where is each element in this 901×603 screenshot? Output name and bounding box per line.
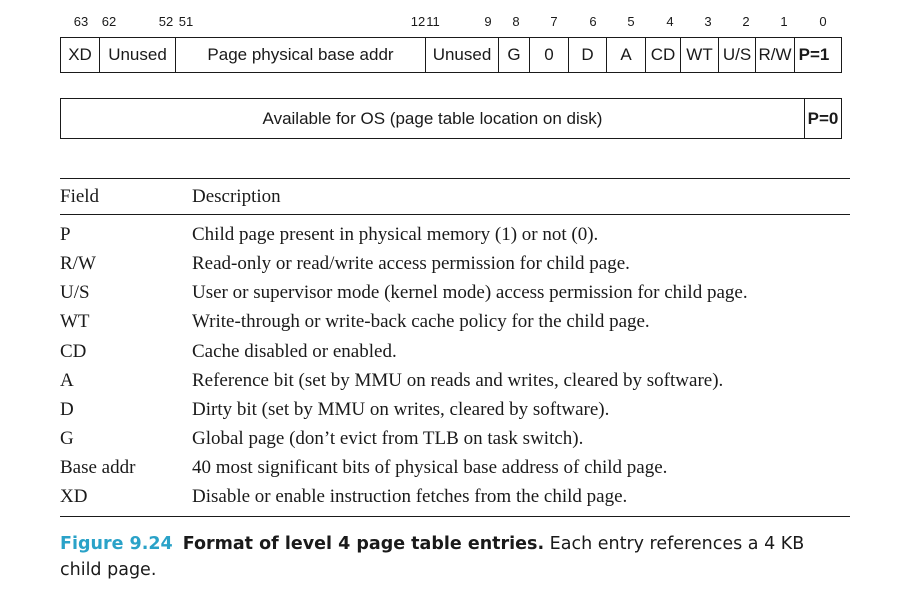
row-description: Global page (don’t evict from TLB on tas… xyxy=(192,428,584,449)
bit-label-2: 2 xyxy=(742,14,750,29)
field-us: U/S xyxy=(719,38,756,72)
bit-label-4: 4 xyxy=(666,14,674,29)
row-field: Base addr xyxy=(60,457,136,478)
bit-label-3: 3 xyxy=(704,14,712,29)
row-description: Read-only or read/write access permissio… xyxy=(192,253,630,274)
bit-label-6: 6 xyxy=(589,14,597,29)
bit-label-12: 12 xyxy=(410,14,426,29)
figure-caption-text: Each entry references a 4 KB child page. xyxy=(60,534,805,580)
bit-label-11: 11 xyxy=(426,14,440,29)
bit-label-5: 5 xyxy=(627,14,635,29)
row-description: Write-through or write-back cache policy… xyxy=(192,311,650,332)
figure-number: Figure 9.24 xyxy=(60,534,173,554)
field-a: A xyxy=(607,38,646,72)
figure-title: Format of level 4 page table entries. xyxy=(182,534,545,554)
field-rw: R/W xyxy=(756,38,795,72)
field-p0: P=0 xyxy=(807,108,839,128)
bit-label-7: 7 xyxy=(550,14,558,29)
table-bottom-rule xyxy=(60,516,850,517)
row-field: R/W xyxy=(60,253,96,274)
field-g: G xyxy=(499,38,530,72)
pte-absent-format: Available for OS (page table location on… xyxy=(60,98,842,139)
field-available-for-os: Available for OS (page table location on… xyxy=(61,99,805,138)
bit-label-0: 0 xyxy=(819,14,827,29)
row-field: G xyxy=(60,428,74,449)
row-field: U/S xyxy=(60,282,90,303)
field-cd: CD xyxy=(646,38,681,72)
bit-label-62: 62 xyxy=(101,14,117,29)
table-header-description: Description xyxy=(192,186,281,207)
field-d: D xyxy=(569,38,607,72)
row-field: A xyxy=(60,370,74,391)
field-wt: WT xyxy=(681,38,719,72)
row-description: User or supervisor mode (kernel mode) ac… xyxy=(192,282,748,303)
bit-label-63: 63 xyxy=(73,14,89,29)
row-description: 40 most significant bits of physical bas… xyxy=(192,457,668,478)
bit-label-8: 8 xyxy=(512,14,520,29)
field-page-base-addr: Page physical base addr xyxy=(176,38,426,72)
field-zero: 0 xyxy=(530,38,569,72)
row-description: Reference bit (set by MMU on reads and w… xyxy=(192,370,724,391)
table-header-field: Field xyxy=(60,186,100,207)
row-description: Cache disabled or enabled. xyxy=(192,341,397,362)
bit-label-9: 9 xyxy=(484,14,492,29)
bit-number-labels: 63 62 52 51 12 11 9 8 7 6 5 4 3 2 1 0 xyxy=(0,14,901,32)
row-description: Dirty bit (set by MMU on writes, cleared… xyxy=(192,399,610,420)
bit-label-51: 51 xyxy=(178,14,194,29)
row-description: Child page present in physical memory (1… xyxy=(192,224,599,245)
field-unused-low: Unused xyxy=(426,38,499,72)
row-description: Disable or enable instruction fetches fr… xyxy=(192,486,628,507)
row-field: XD xyxy=(60,486,88,507)
row-field: P xyxy=(60,224,71,245)
bit-label-1: 1 xyxy=(780,14,788,29)
field-xd: XD xyxy=(61,38,100,72)
table-header-rule xyxy=(60,214,850,215)
field-unused-high: Unused xyxy=(100,38,176,72)
row-field: WT xyxy=(60,311,90,332)
row-field: D xyxy=(60,399,74,420)
bit-label-52: 52 xyxy=(158,14,174,29)
figure-caption: Figure 9.24 Format of level 4 page table … xyxy=(60,531,850,583)
row-field: CD xyxy=(60,341,87,362)
field-p1: P=1 xyxy=(798,45,830,64)
pte-present-format: XD Unused Page physical base addr Unused… xyxy=(60,37,842,73)
table-top-rule xyxy=(60,178,850,179)
